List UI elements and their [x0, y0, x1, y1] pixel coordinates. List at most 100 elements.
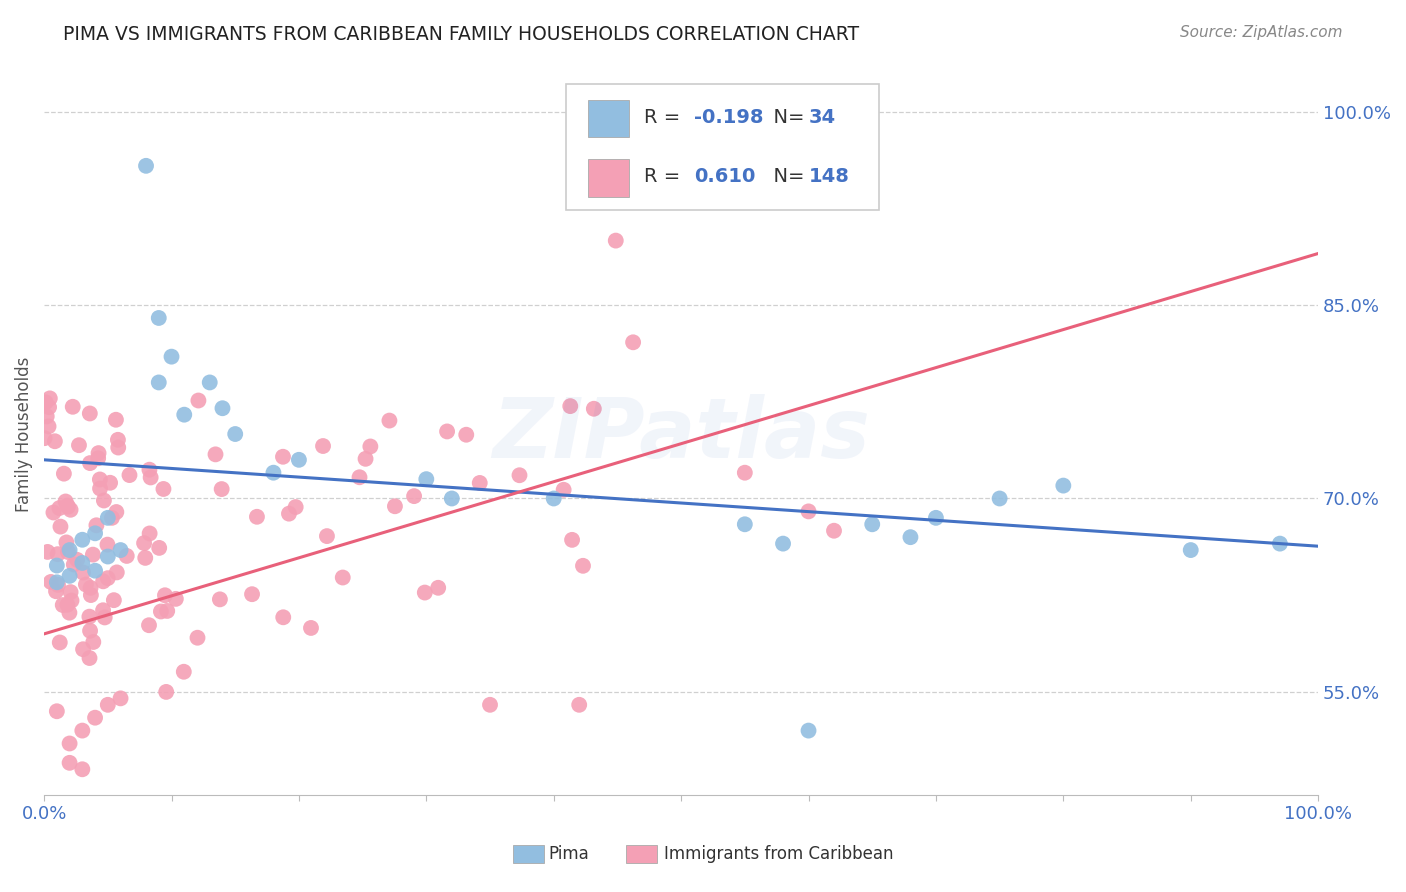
- Point: [568, 698, 591, 712]
- Point: [79, 407, 101, 421]
- Point: [44, 434, 66, 449]
- Bar: [588, 100, 628, 137]
- Point: [988, 491, 1011, 506]
- Point: [66, 553, 89, 567]
- Point: [67, 438, 90, 452]
- Point: [86, 518, 108, 533]
- Point: [413, 585, 436, 599]
- Point: [378, 414, 401, 428]
- Point: [103, 593, 125, 607]
- Point: [138, 463, 160, 477]
- Point: [240, 587, 263, 601]
- Point: [105, 505, 128, 519]
- Point: [349, 470, 371, 484]
- Point: [359, 440, 381, 454]
- Point: [82, 635, 104, 649]
- Point: [59, 502, 82, 516]
- Point: [93, 610, 115, 624]
- Point: [52, 467, 75, 481]
- Point: [75, 577, 97, 591]
- Point: [104, 413, 127, 427]
- Point: [72, 762, 94, 776]
- Point: [1052, 478, 1074, 492]
- Point: [508, 468, 530, 483]
- Point: [49, 635, 72, 649]
- Point: [384, 500, 406, 514]
- Point: [208, 592, 231, 607]
- Point: [925, 511, 948, 525]
- Point: [560, 399, 582, 413]
- Point: [135, 159, 157, 173]
- Point: [605, 234, 627, 248]
- Point: [105, 566, 128, 580]
- Point: [42, 506, 65, 520]
- Point: [271, 610, 294, 624]
- Point: [582, 401, 605, 416]
- Point: [152, 482, 174, 496]
- Point: [45, 584, 67, 599]
- Point: [37, 545, 59, 559]
- Point: [34, 395, 56, 409]
- Point: [479, 698, 502, 712]
- Point: [187, 393, 209, 408]
- Point: [900, 530, 922, 544]
- Point: [553, 483, 575, 497]
- Point: [456, 427, 478, 442]
- Point: [621, 335, 644, 350]
- Point: [72, 642, 94, 657]
- Point: [860, 517, 883, 532]
- Point: [87, 451, 110, 466]
- FancyBboxPatch shape: [567, 84, 879, 211]
- Text: 0.610: 0.610: [695, 168, 755, 186]
- Point: [55, 535, 77, 549]
- Text: Immigrants from Caribbean: Immigrants from Caribbean: [664, 845, 893, 863]
- Point: [299, 621, 322, 635]
- Point: [543, 491, 565, 506]
- Point: [427, 581, 450, 595]
- Point: [204, 447, 226, 461]
- Point: [60, 593, 83, 607]
- Point: [72, 556, 94, 570]
- Point: [89, 482, 111, 496]
- Point: [98, 475, 121, 490]
- Point: [211, 401, 233, 416]
- Point: [138, 526, 160, 541]
- Point: [284, 500, 307, 514]
- Point: [332, 570, 354, 584]
- Point: [118, 468, 141, 483]
- Point: [93, 493, 115, 508]
- Point: [56, 499, 79, 513]
- Point: [132, 536, 155, 550]
- Point: [79, 609, 101, 624]
- Point: [107, 441, 129, 455]
- Point: [45, 575, 67, 590]
- Text: Source: ZipAtlas.com: Source: ZipAtlas.com: [1180, 25, 1343, 40]
- Point: [440, 491, 463, 506]
- Point: [148, 541, 170, 555]
- Point: [797, 723, 820, 738]
- Text: R =: R =: [644, 168, 693, 186]
- Point: [45, 558, 67, 573]
- Point: [84, 526, 107, 541]
- Point: [148, 376, 170, 390]
- Point: [138, 618, 160, 632]
- Point: [45, 704, 67, 718]
- Text: 34: 34: [808, 108, 835, 127]
- Point: [58, 569, 80, 583]
- Point: [734, 517, 756, 532]
- Point: [62, 400, 84, 414]
- Point: [56, 545, 79, 559]
- Y-axis label: Family Households: Family Households: [15, 356, 32, 512]
- Point: [79, 624, 101, 638]
- Point: [173, 408, 195, 422]
- Text: PIMA VS IMMIGRANTS FROM CARIBBEAN FAMILY HOUSEHOLDS CORRELATION CHART: PIMA VS IMMIGRANTS FROM CARIBBEAN FAMILY…: [63, 25, 859, 44]
- Point: [139, 470, 162, 484]
- Point: [572, 558, 595, 573]
- Text: N=: N=: [762, 108, 811, 127]
- Point: [58, 543, 80, 558]
- Text: N=: N=: [762, 168, 811, 186]
- Point: [91, 603, 114, 617]
- Point: [38, 392, 60, 406]
- Point: [97, 571, 120, 585]
- Point: [72, 566, 94, 580]
